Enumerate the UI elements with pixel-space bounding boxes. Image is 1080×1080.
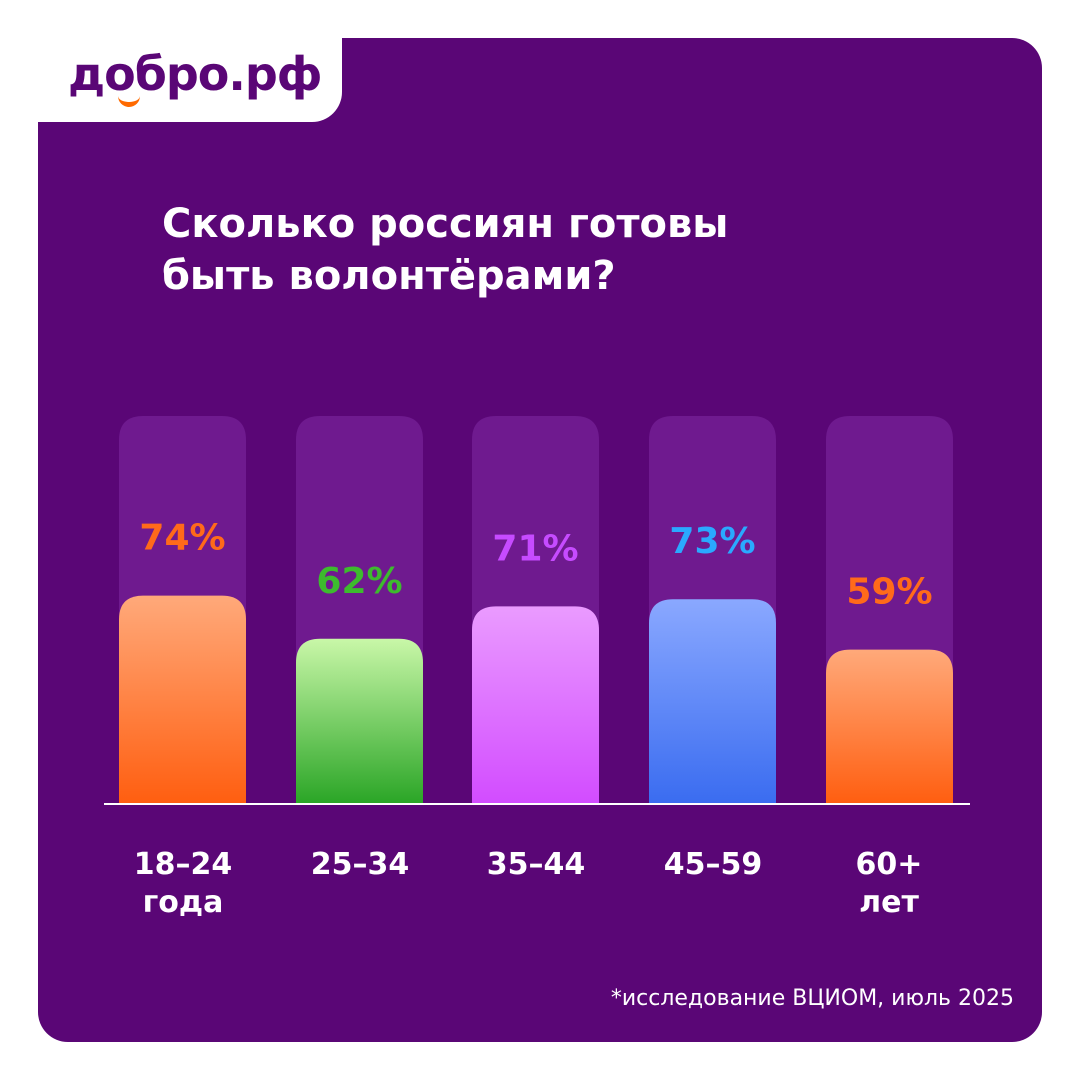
category-label-5: 60+ лет — [814, 846, 964, 922]
category-label-5-line-1: 60+ — [855, 847, 923, 882]
category-label-4: 45–59 — [638, 846, 788, 884]
value-label-2: 62% — [316, 561, 402, 602]
bar-1 — [119, 595, 246, 804]
logo-tab: добро.рф — [0, 0, 342, 122]
chart-title-line-1: Сколько россиян готовы — [162, 201, 729, 247]
category-label-4-line-1: 45–59 — [663, 847, 763, 882]
chart-title: Сколько россиян готовы быть волонтёрами? — [162, 198, 922, 302]
value-label-3: 71% — [492, 528, 578, 569]
category-label-1-line-1: 18–24 — [133, 847, 233, 882]
category-label-5-line-2: лет — [859, 885, 919, 920]
bar-2 — [296, 638, 423, 804]
value-label-5: 59% — [846, 572, 932, 613]
source-footnote: *исследование ВЦИОМ, июль 2025 — [610, 986, 1014, 1011]
category-label-1-line-2: года — [142, 885, 224, 920]
category-label-3: 35–44 — [461, 846, 611, 884]
bar-3 — [472, 606, 599, 804]
category-label-1: 18–24 года — [108, 846, 258, 922]
bar-4 — [649, 599, 776, 804]
chart-title-line-2: быть волонтёрами? — [162, 253, 616, 299]
logo: добро.рф — [68, 47, 322, 101]
value-label-4: 73% — [669, 521, 755, 562]
bar-5 — [826, 649, 953, 804]
category-label-2-line-1: 25–34 — [310, 847, 410, 882]
category-label-2: 25–34 — [285, 846, 435, 884]
smile-icon — [118, 90, 140, 107]
value-label-1: 74% — [139, 518, 225, 559]
category-label-3-line-1: 35–44 — [486, 847, 586, 882]
